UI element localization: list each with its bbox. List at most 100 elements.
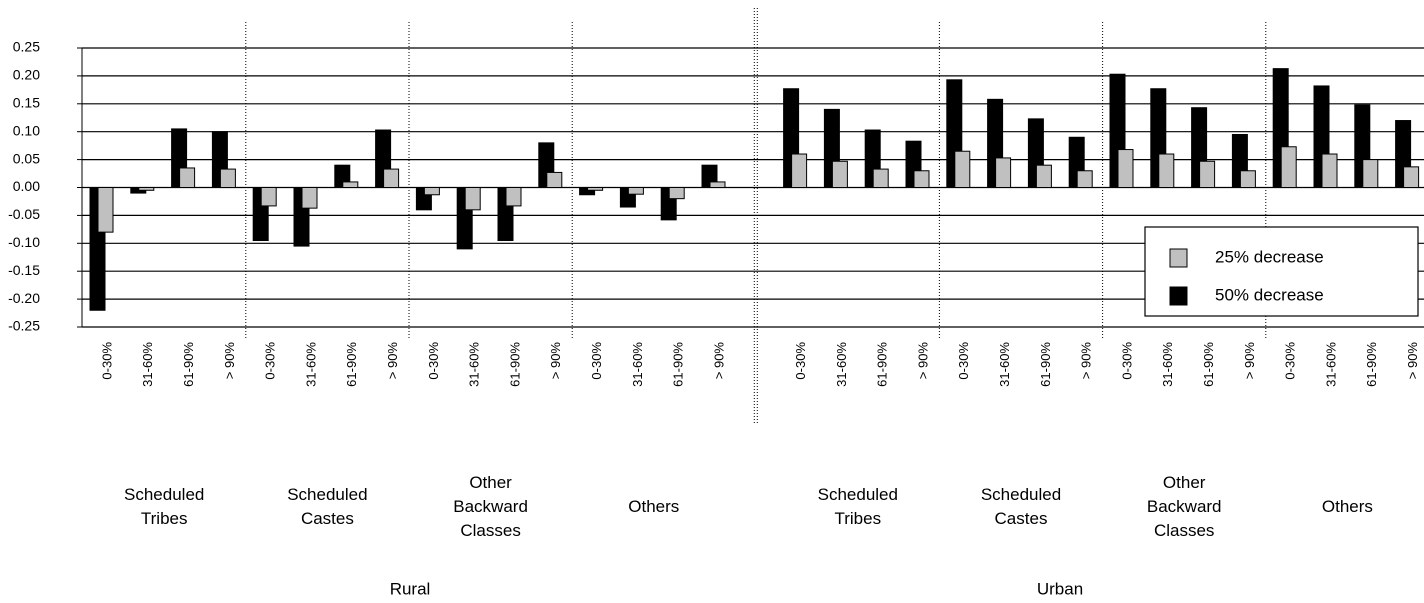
group-label: Others [628, 497, 679, 516]
group-label-line: Scheduled [818, 485, 898, 504]
y-tick-label: 0.20 [13, 67, 40, 83]
group-label: Scheduled Castes [287, 485, 367, 528]
bar [1199, 160, 1216, 189]
bar [1117, 149, 1134, 188]
bar [1076, 170, 1093, 188]
bar [587, 187, 604, 191]
x-tick-label: 31-60% [997, 342, 1012, 387]
x-tick-label: 31-60% [140, 342, 155, 387]
y-tick-label: 0.15 [13, 95, 40, 111]
group-label-line: Classes [460, 521, 520, 540]
bar [219, 168, 236, 188]
group-label-line: Other [469, 473, 512, 492]
x-tick-label: > 90% [222, 342, 237, 380]
y-tick-label: 0.10 [13, 122, 40, 138]
x-tick-label: > 90% [915, 342, 930, 380]
group-label-line: Backward [453, 497, 528, 516]
x-tick-label: 0-30% [1283, 342, 1298, 380]
x-tick-label: > 90% [1079, 342, 1094, 380]
x-tick-label: 31-60% [630, 342, 645, 387]
x-tick-label: 31-60% [834, 342, 849, 387]
x-tick-label: 0-30% [426, 342, 441, 380]
legend-box [1144, 226, 1419, 317]
y-tick-label: -0.20 [8, 290, 40, 306]
bar [1362, 159, 1379, 189]
bar [954, 150, 971, 188]
bar [831, 160, 848, 189]
legend-label: 50% decrease [1215, 285, 1324, 304]
region-label: Rural [390, 579, 431, 598]
bar [995, 157, 1012, 188]
x-tick-label: 61-90% [1038, 342, 1053, 387]
bar [464, 187, 481, 211]
bar [179, 167, 196, 189]
x-tick-label: 0-30% [956, 342, 971, 380]
group-label: Other Backward Classes [1147, 473, 1222, 540]
bar [505, 187, 522, 207]
group-label-line: Tribes [141, 509, 188, 528]
y-tick-label: 0.00 [13, 178, 40, 194]
bar [546, 171, 563, 189]
group-label-line: Tribes [834, 509, 881, 528]
bar [1403, 166, 1420, 189]
bar [97, 187, 114, 233]
x-tick-label: > 90% [711, 342, 726, 380]
x-tick-label: 61-90% [181, 342, 196, 387]
y-tick-label: 0.05 [13, 150, 40, 166]
bar [342, 181, 359, 188]
x-tick-label: 61-90% [1364, 342, 1379, 387]
bar [1321, 153, 1338, 189]
bar [668, 187, 685, 200]
bar [383, 168, 400, 188]
x-tick-label: > 90% [1405, 342, 1420, 380]
bar [1239, 170, 1256, 188]
x-tick-label: 0-30% [589, 342, 604, 380]
legend-swatch [1169, 248, 1188, 268]
group-label-line: Other [1163, 473, 1206, 492]
bar [260, 187, 277, 207]
x-tick-label: 61-90% [671, 342, 686, 387]
y-tick-label: -0.15 [8, 262, 40, 278]
bar [138, 187, 155, 191]
x-tick-label: 31-60% [303, 342, 318, 387]
group-label-line: Scheduled [981, 485, 1061, 504]
group-label: Scheduled Tribes [818, 485, 898, 528]
x-tick-label: 0-30% [263, 342, 278, 380]
x-tick-label: 61-90% [875, 342, 890, 387]
group-label-line: Classes [1154, 521, 1214, 540]
group-label: Others [1322, 497, 1373, 516]
group-label-line: Others [1322, 497, 1373, 516]
x-tick-label: 0-30% [99, 342, 114, 380]
legend-label: 25% decrease [1215, 247, 1324, 266]
group-label: Other Backward Classes [453, 473, 528, 540]
y-tick-label: -0.25 [8, 318, 40, 334]
bar [791, 153, 808, 189]
group-label: Scheduled Tribes [124, 485, 204, 528]
x-tick-label: > 90% [548, 342, 563, 380]
group-label: Scheduled Castes [981, 485, 1061, 528]
group-label-line: Castes [301, 509, 354, 528]
x-tick-label: > 90% [1242, 342, 1257, 380]
bar [1035, 164, 1052, 188]
group-label-line: Backward [1147, 497, 1222, 516]
legend-swatch [1169, 286, 1188, 306]
x-tick-label: 0-30% [793, 342, 808, 380]
bar [423, 187, 440, 196]
x-tick-label: 31-60% [1323, 342, 1338, 387]
x-tick-label: 61-90% [344, 342, 359, 387]
x-tick-label: 61-90% [1201, 342, 1216, 387]
bar [1158, 153, 1175, 189]
y-tick-label: 0.25 [13, 39, 40, 55]
group-label-line: Scheduled [287, 485, 367, 504]
region-label: Urban [1037, 579, 1083, 598]
y-tick-label: -0.05 [8, 206, 40, 222]
x-tick-label: > 90% [385, 342, 400, 380]
x-tick-label: 61-90% [507, 342, 522, 387]
x-tick-label: 0-30% [1119, 342, 1134, 380]
bar [872, 168, 889, 188]
bar [709, 181, 726, 188]
x-tick-label: 31-60% [467, 342, 482, 387]
bar [627, 187, 644, 195]
group-label-line: Castes [995, 509, 1048, 528]
